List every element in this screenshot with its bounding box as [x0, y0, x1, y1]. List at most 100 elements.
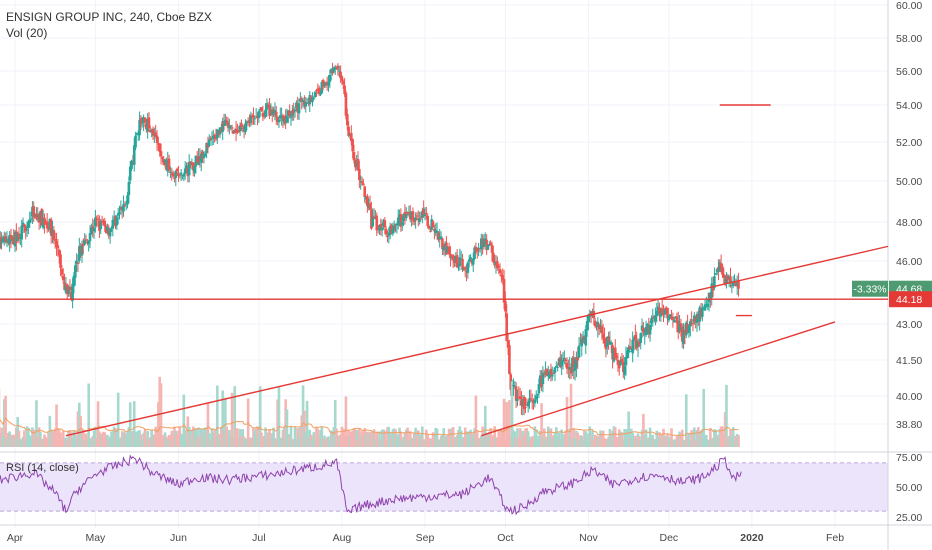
volume-bar: [663, 435, 667, 447]
volume-bar: [478, 437, 482, 447]
candle-body: [291, 110, 294, 116]
volume-bar: [498, 438, 502, 447]
candle-body: [246, 121, 250, 123]
volume-bar: [5, 438, 9, 447]
candle-body: [370, 210, 373, 229]
candle-body: [450, 256, 454, 258]
candle-body: [333, 66, 337, 70]
candle-body: [39, 211, 42, 222]
candle-body: [733, 282, 736, 284]
candle-body: [358, 169, 361, 180]
volume-bar: [453, 438, 456, 447]
volume-bar: [644, 429, 648, 447]
volume-bar: [191, 426, 195, 447]
volume-bar: [233, 386, 237, 447]
candle-body: [449, 253, 452, 259]
volume-bar: [702, 388, 705, 447]
volume-bar: [467, 434, 471, 447]
candle-body: [284, 115, 287, 124]
volume-bar: [225, 426, 228, 447]
candle-body: [699, 308, 703, 316]
volume-bar: [221, 390, 224, 447]
volume-bar: [320, 426, 324, 447]
volume-bar: [571, 437, 574, 447]
price-tick-label: 50.00: [896, 176, 922, 188]
time-tick-label: Dec: [660, 532, 679, 544]
candle-body: [272, 111, 275, 115]
candle-body: [138, 119, 141, 136]
rsi-indicator-label[interactable]: RSI (14, close): [6, 462, 79, 474]
candle-body: [622, 361, 625, 372]
volume-bar: [273, 438, 277, 447]
volume-bar: [112, 426, 116, 447]
volume-bar: [262, 435, 266, 447]
volume-bar: [697, 427, 700, 447]
trendline: [481, 321, 836, 437]
candle-body: [652, 316, 656, 319]
volume-bar: [234, 428, 238, 447]
candle-body: [75, 261, 78, 264]
candle-body: [143, 117, 147, 123]
candle-body: [396, 217, 400, 226]
volume-bar: [462, 437, 466, 447]
volume-bar: [253, 431, 257, 447]
volume-indicator-label[interactable]: Vol (20): [6, 26, 48, 40]
candle-body: [695, 313, 699, 323]
volume-bar: [278, 437, 282, 447]
volume-bar: [11, 434, 14, 447]
candle-body: [483, 238, 487, 242]
candle-body: [411, 211, 415, 221]
candle-body: [412, 219, 416, 223]
candle-body: [479, 238, 483, 250]
candle-body: [186, 167, 190, 177]
candle-body: [48, 219, 52, 230]
volume-bar: [272, 427, 275, 447]
candle-body: [647, 326, 651, 334]
volume-bar: [37, 427, 41, 447]
candle-body: [145, 123, 148, 130]
volume-bar: [497, 430, 500, 447]
candle-body: [571, 357, 574, 372]
volume-bar: [143, 428, 147, 447]
candle-body: [517, 397, 521, 399]
volume-bar: [384, 440, 388, 447]
volume-bar: [284, 399, 287, 447]
volume-bar: [277, 386, 281, 447]
volume-bar: [390, 436, 393, 447]
volume-bar: [124, 434, 128, 447]
volume-bar: [521, 430, 525, 447]
volume-bar: [351, 430, 354, 447]
symbol-title[interactable]: ENSIGN GROUP INC, 240, Cboe BZX: [6, 10, 212, 24]
volume-bar: [494, 437, 498, 447]
candle-body: [202, 154, 206, 159]
volume-bar: [130, 431, 133, 447]
volume-bar: [721, 426, 724, 447]
volume-bar: [131, 431, 135, 447]
volume-bar: [244, 438, 247, 447]
volume-ma-line: [0, 416, 739, 437]
candle-body: [627, 347, 630, 353]
candle-body: [619, 360, 622, 366]
candle-body: [395, 223, 399, 226]
candle-body: [378, 225, 381, 231]
candle-body: [352, 152, 356, 161]
volume-bar: [718, 429, 722, 447]
price-tick-label: 40.00: [896, 391, 922, 403]
time-tick-label: 2020: [740, 532, 764, 544]
candle-body: [620, 358, 624, 363]
volume-bar: [118, 439, 121, 447]
candle-body: [13, 231, 17, 247]
volume-bar: [559, 439, 562, 447]
volume-bar: [248, 439, 251, 447]
volume-bar: [518, 428, 522, 447]
volume-bar: [17, 430, 21, 447]
candle-body: [576, 357, 580, 361]
candle-body: [8, 234, 11, 245]
volume-bar: [505, 402, 509, 447]
candle-body: [687, 325, 691, 333]
volume-bar: [564, 430, 567, 447]
volume-bar: [300, 415, 304, 447]
candle-body: [171, 172, 175, 177]
volume-bar: [140, 439, 144, 447]
